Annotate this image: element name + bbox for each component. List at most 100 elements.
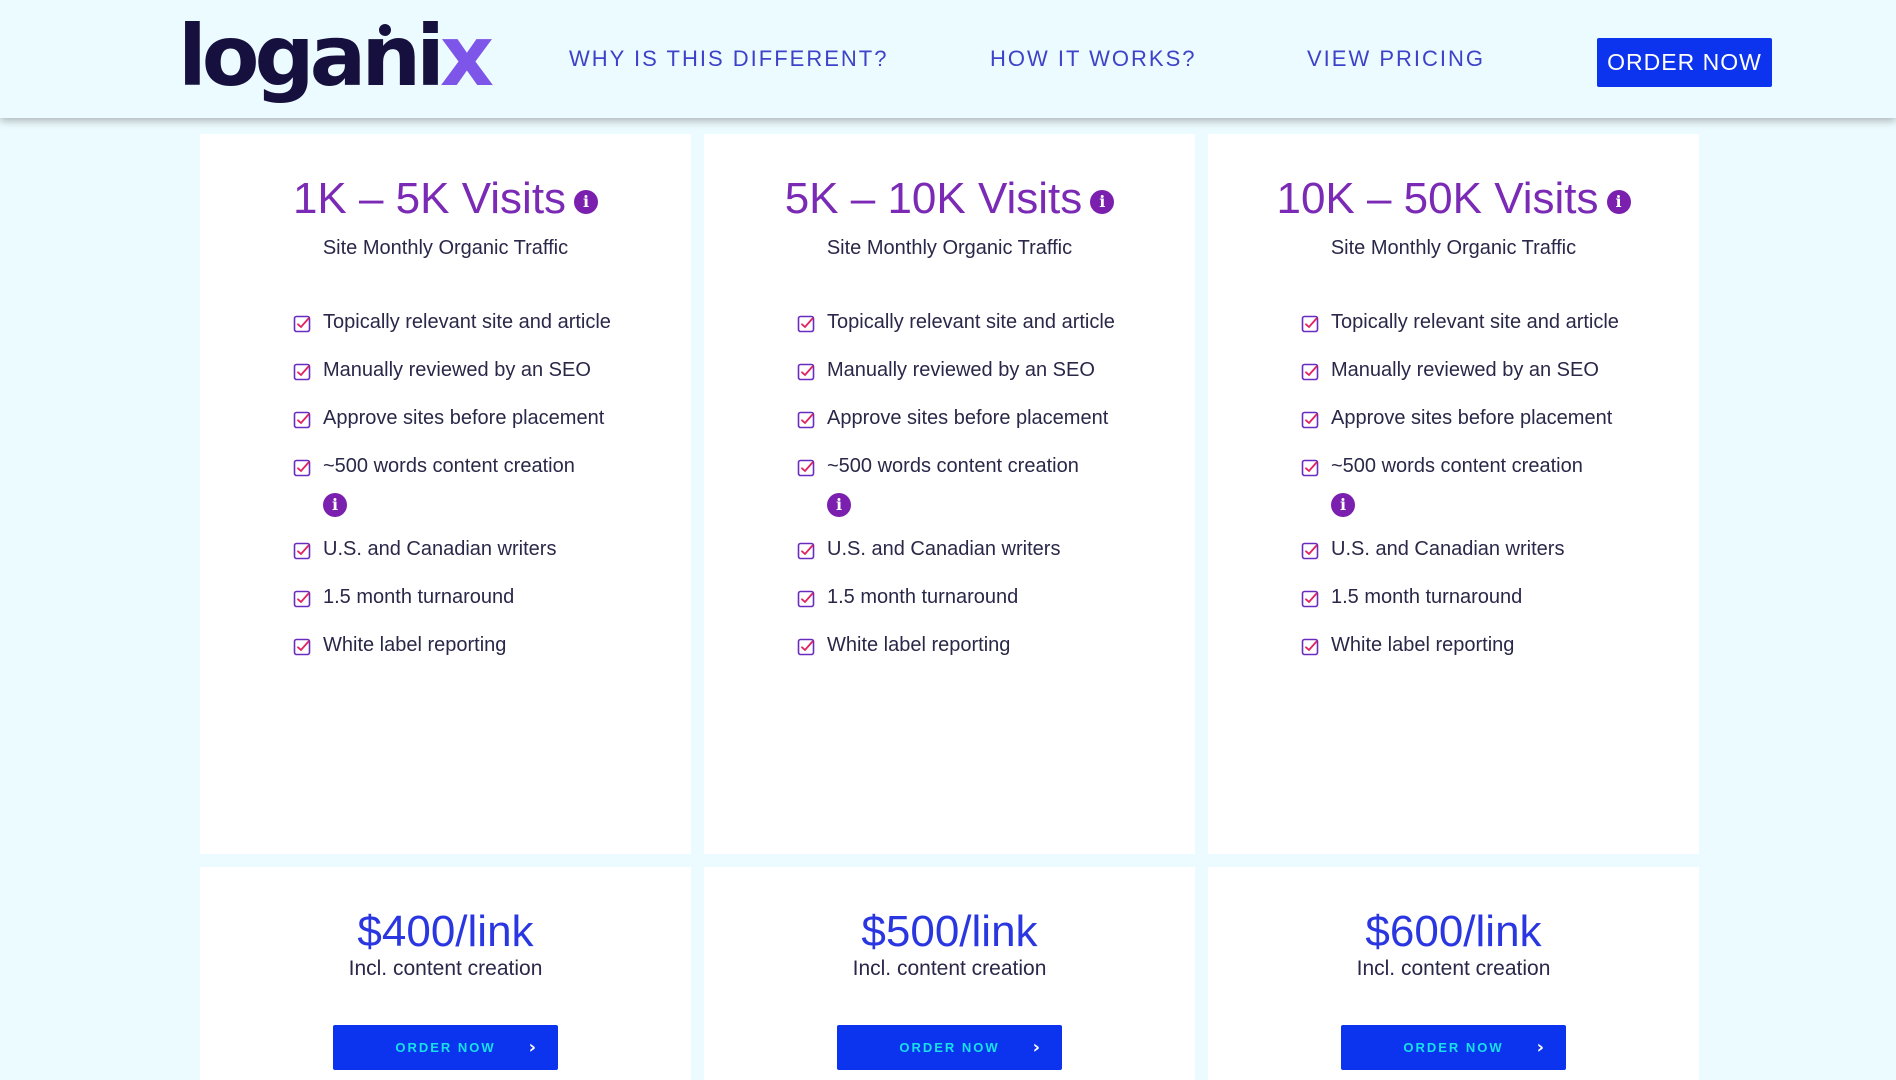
feature-text: White label reporting (323, 634, 507, 656)
plan-title-text: 5K – 10K Visits (784, 174, 1083, 223)
checkbox-checked-icon (797, 638, 815, 656)
nav-why-different[interactable]: WHY IS THIS DIFFERENT? (569, 46, 889, 71)
plan-title: 10K – 50K Visits i (1208, 174, 1699, 224)
feature-item: U.S. and Canadian writers (293, 532, 683, 567)
feature-text: Topically relevant site and article (323, 311, 611, 333)
price-value: $400/link (357, 907, 534, 956)
feature-item: Manually reviewed by an SEO (293, 353, 683, 388)
feature-text: U.S. and Canadian writers (1331, 538, 1565, 560)
feature-text: Manually reviewed by an SEO (1331, 359, 1599, 381)
feature-text: ~500 words content creation (323, 455, 575, 477)
feature-text: Approve sites before placement (1331, 407, 1613, 429)
feature-item: U.S. and Canadian writers (1301, 532, 1691, 567)
feature-item: 1.5 month turnaround (293, 580, 683, 615)
loganix-logo[interactable]: loganix (178, 6, 494, 106)
chevron-right-icon: › (528, 1037, 538, 1058)
feature-item: Approve sites before placement (293, 401, 683, 436)
plan-subtitle: Site Monthly Organic Traffic (1330, 237, 1577, 259)
plan-title-text: 10K – 50K Visits (1276, 174, 1599, 223)
info-icon[interactable]: i (1331, 493, 1355, 517)
order-now-button[interactable]: ORDER NOW › (333, 1025, 558, 1070)
checkbox-checked-icon (293, 638, 311, 656)
nav-view-pricing[interactable]: VIEW PRICING (1307, 46, 1486, 71)
feature-item: Manually reviewed by an SEO (797, 353, 1187, 388)
feature-item: ~500 words content creation i (293, 449, 683, 519)
feature-list: Topically relevant site and article Manua… (1301, 305, 1691, 676)
plan-title: 1K – 5K Visits i (200, 174, 691, 224)
plan-subtitle: Site Monthly Organic Traffic (826, 237, 1073, 259)
feature-list: Topically relevant site and article Manua… (293, 305, 683, 676)
checkbox-checked-icon (797, 542, 815, 560)
logo-x: x (439, 7, 494, 105)
feature-text: Topically relevant site and article (827, 311, 1115, 333)
feature-text: Topically relevant site and article (1331, 311, 1619, 333)
feature-item: ~500 words content creation i (797, 449, 1187, 519)
header-order-now-button[interactable]: ORDER NOW (1597, 38, 1772, 87)
price-note: Incl. content creation (1356, 957, 1551, 980)
feature-text: Manually reviewed by an SEO (323, 359, 591, 381)
price-note: Incl. content creation (348, 957, 543, 980)
feature-item: Topically relevant site and article (797, 305, 1187, 340)
feature-item: Topically relevant site and article (1301, 305, 1691, 340)
checkbox-checked-icon (293, 411, 311, 429)
feature-text: White label reporting (827, 634, 1011, 656)
feature-text: 1.5 month turnaround (1331, 586, 1523, 608)
info-icon[interactable]: i (574, 190, 599, 214)
info-icon[interactable]: i (323, 493, 347, 517)
feature-text: Approve sites before placement (827, 407, 1109, 429)
info-icon[interactable]: i (1606, 190, 1631, 214)
feature-item: Approve sites before placement (1301, 401, 1691, 436)
plan-card-1: 1K – 5K Visits i Site Monthly Organic Traf… (200, 134, 691, 854)
plan-title-text: 1K – 5K Visits (292, 174, 567, 223)
feature-text: Manually reviewed by an SEO (827, 359, 1095, 381)
nav-how-it-works[interactable]: HOW IT WORKS? (990, 46, 1197, 71)
chevron-right-icon: › (1536, 1037, 1546, 1058)
feature-text: White label reporting (1331, 634, 1515, 656)
feature-list: Topically relevant site and article Manua… (797, 305, 1187, 676)
info-icon[interactable]: i (1090, 190, 1115, 214)
feature-text: ~500 words content creation (827, 455, 1079, 477)
feature-item: White label reporting (797, 628, 1187, 663)
order-now-label: ORDER NOW (1403, 1040, 1504, 1055)
plan-title: 5K – 10K Visits i (704, 174, 1195, 224)
feature-item: 1.5 month turnaround (1301, 580, 1691, 615)
checkbox-checked-icon (797, 411, 815, 429)
checkbox-checked-icon (293, 363, 311, 381)
checkbox-checked-icon (797, 315, 815, 333)
feature-text: 1.5 month turnaround (827, 586, 1019, 608)
checkbox-checked-icon (797, 590, 815, 608)
info-icon[interactable]: i (827, 493, 851, 517)
feature-item: ~500 words content creation i (1301, 449, 1691, 519)
chevron-right-icon: › (1032, 1037, 1042, 1058)
order-now-button[interactable]: ORDER NOW › (837, 1025, 1062, 1070)
checkbox-checked-icon (1301, 315, 1319, 333)
order-now-label: ORDER NOW (899, 1040, 1000, 1055)
feature-item: U.S. and Canadian writers (797, 532, 1187, 567)
checkbox-checked-icon (797, 459, 815, 477)
feature-item: Approve sites before placement (797, 401, 1187, 436)
checkbox-checked-icon (293, 315, 311, 333)
checkbox-checked-icon (1301, 411, 1319, 429)
order-now-button[interactable]: ORDER NOW › (1341, 1025, 1566, 1070)
checkbox-checked-icon (293, 459, 311, 477)
feature-item: White label reporting (293, 628, 683, 663)
logo-dot-icon (379, 24, 391, 36)
feature-text: 1.5 month turnaround (323, 586, 515, 608)
price-value: $600/link (1365, 907, 1542, 956)
price-value: $500/link (861, 907, 1038, 956)
site-header: loganix WHY IS THIS DIFFERENT? HOW IT WO… (0, 0, 1896, 118)
checkbox-checked-icon (293, 590, 311, 608)
checkbox-checked-icon (1301, 542, 1319, 560)
feature-item: Topically relevant site and article (293, 305, 683, 340)
checkbox-checked-icon (797, 363, 815, 381)
price-card-1: $400/link Incl. content creation ORDER N… (200, 867, 691, 1080)
checkbox-checked-icon (1301, 590, 1319, 608)
price-note: Incl. content creation (852, 957, 1047, 980)
checkbox-checked-icon (1301, 638, 1319, 656)
feature-text: Approve sites before placement (323, 407, 605, 429)
checkbox-checked-icon (1301, 363, 1319, 381)
order-now-label: ORDER NOW (395, 1040, 496, 1055)
feature-item: 1.5 month turnaround (797, 580, 1187, 615)
feature-item: White label reporting (1301, 628, 1691, 663)
logo-text: logani (178, 7, 445, 105)
